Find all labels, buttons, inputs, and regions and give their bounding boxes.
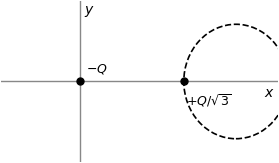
Text: $x$: $x$ [264,86,275,99]
Text: $-Q$: $-Q$ [86,62,108,76]
Text: $y$: $y$ [84,4,95,19]
Text: $+Q/\sqrt{3}$: $+Q/\sqrt{3}$ [186,92,232,109]
